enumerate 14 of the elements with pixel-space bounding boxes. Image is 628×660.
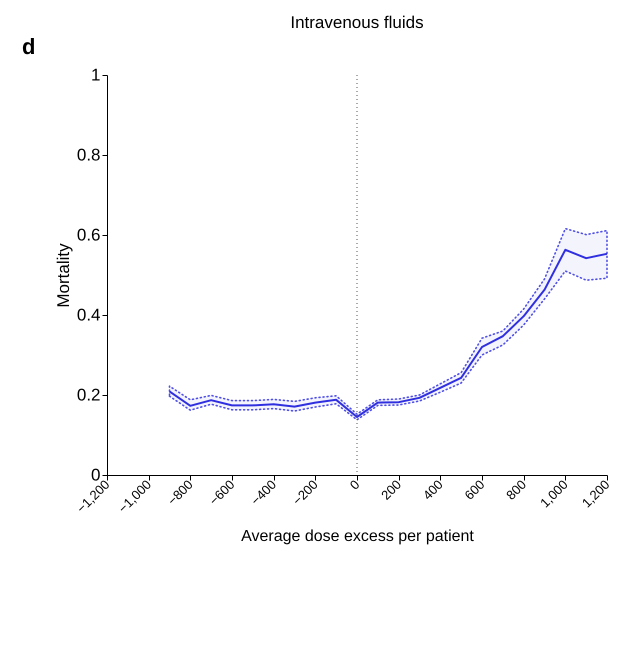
chart-title: Intravenous fluids [290,13,424,32]
x-tick-label: 600 [461,476,488,503]
x-tick-label: 0 [346,476,362,493]
y-axis-title: Mortality [54,242,73,308]
x-tick-label: 400 [420,476,446,503]
text: d [22,34,36,59]
y-tick-label: 0.8 [76,146,100,164]
y-tick-label: 1 [91,66,100,84]
y-tick-label: 0.2 [76,386,100,404]
y-tick-label: 0.6 [76,226,100,244]
x-axis-title: Average dose excess per patient [241,528,474,545]
x-tick-label: 800 [503,476,530,503]
x-tick-label: 200 [378,476,404,503]
y-tick-label: 0.4 [76,306,100,324]
